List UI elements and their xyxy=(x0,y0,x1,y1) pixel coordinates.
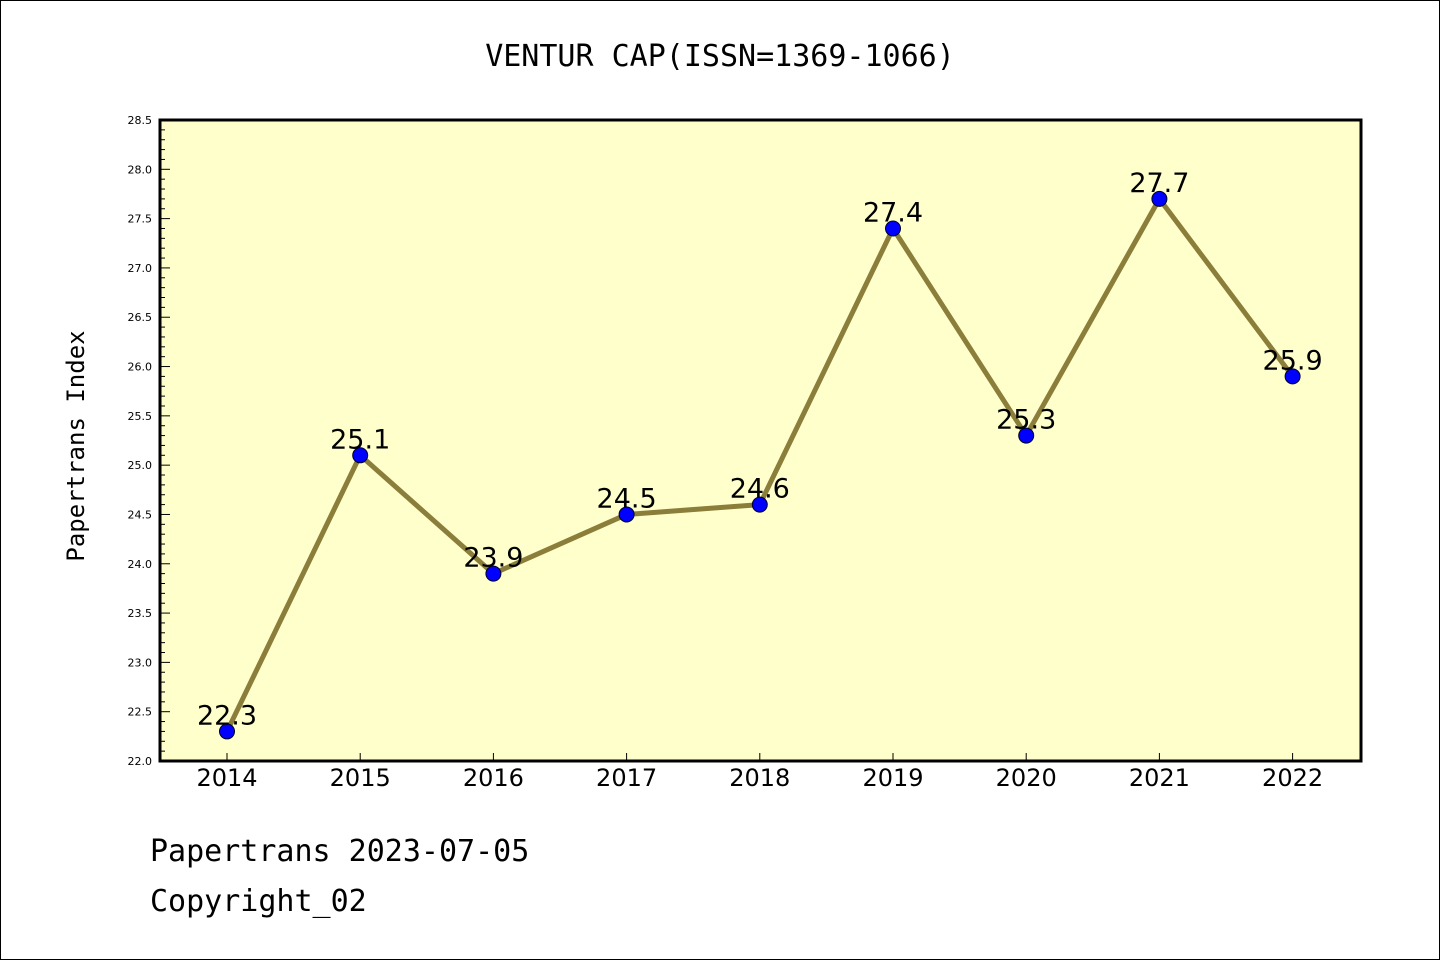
x-tick-label: 2018 xyxy=(729,764,790,792)
y-tick-label: 23.5 xyxy=(128,607,153,620)
y-tick-label: 22.5 xyxy=(128,706,153,719)
x-tick-label: 2015 xyxy=(330,764,391,792)
x-tick-label: 2016 xyxy=(463,764,524,792)
y-axis: 22.0 22.5 23.0 23.5 24.0 24.5 25.0 25.5 26.0 26.5… xyxy=(128,114,170,768)
data-point-marker xyxy=(1284,368,1301,385)
data-point-marker xyxy=(751,496,768,513)
x-axis: 2014 2015 2016 2017 2018 2019 2020 2021 2022 xyxy=(196,753,1323,792)
chart-title: VENTUR CAP(ISSN=1369-1066) xyxy=(485,39,955,74)
data-labels: 22.3 25.1 23.9 24.5 24.6 27.4 25.3 27.7 25.9 xyxy=(197,168,1323,732)
data-label: 25.1 xyxy=(330,424,390,455)
data-point-marker xyxy=(885,220,901,237)
data-point-marker xyxy=(1151,190,1168,207)
data-label: 25.3 xyxy=(996,405,1056,436)
footer-date: Papertrans 2023-07-05 xyxy=(150,834,530,869)
x-tick-label: 2022 xyxy=(1262,764,1323,792)
y-tick-label: 25.0 xyxy=(128,459,153,472)
y-tick-label: 28.5 xyxy=(128,114,153,127)
data-point-marker xyxy=(1018,427,1035,444)
data-label: 23.9 xyxy=(463,543,523,574)
data-label: 24.5 xyxy=(597,483,657,514)
data-point-marker xyxy=(352,447,369,464)
data-point-marker xyxy=(618,506,635,523)
data-label: 27.7 xyxy=(1129,168,1189,199)
y-tick-label: 27.5 xyxy=(128,213,153,226)
data-point-marker xyxy=(219,723,235,740)
data-label: 25.9 xyxy=(1263,345,1323,376)
y-tick-label: 24.0 xyxy=(128,558,153,571)
y-tick-label: 22.0 xyxy=(128,755,153,768)
series-markers xyxy=(219,190,1301,740)
plot-area xyxy=(158,118,1363,763)
y-tick-label: 27.0 xyxy=(128,262,153,275)
x-tick-label: 2021 xyxy=(1129,764,1190,792)
y-tick-label: 26.0 xyxy=(128,361,153,374)
data-label: 27.4 xyxy=(863,197,923,228)
x-tick-label: 2017 xyxy=(596,764,657,792)
y-tick-label: 23.0 xyxy=(128,656,153,669)
x-tick-label: 2020 xyxy=(996,764,1057,792)
data-label: 22.3 xyxy=(197,700,257,731)
x-tick-label: 2014 xyxy=(196,764,257,792)
y-tick-label: 28.0 xyxy=(128,163,153,176)
data-label: 24.6 xyxy=(730,474,790,505)
x-tick-label: 2019 xyxy=(862,764,923,792)
footer-copyright: Copyright_02 xyxy=(150,884,367,919)
data-point-marker xyxy=(485,565,502,582)
y-tick-label: 24.5 xyxy=(128,508,153,521)
y-axis-label: Papertrans Index xyxy=(62,330,90,561)
y-tick-label: 26.5 xyxy=(128,311,153,324)
y-tick-label: 25.5 xyxy=(128,410,153,423)
